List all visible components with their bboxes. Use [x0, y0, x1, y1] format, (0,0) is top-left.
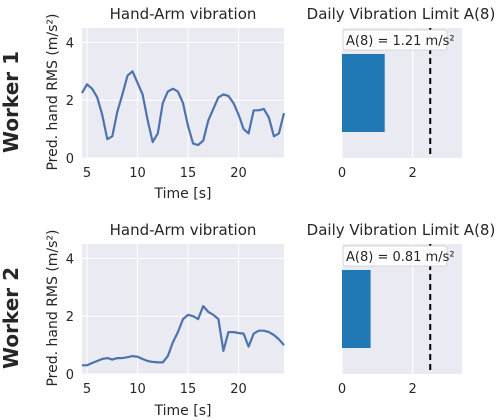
line-chart-title-1: Hand-Arm vibration: [110, 5, 257, 23]
annotation-box-1: [342, 29, 448, 51]
y-tick-label: 2: [66, 94, 74, 109]
series-line-1: [81, 70, 286, 147]
y-axis-label-2: Pred. hand RMS (m/s²): [45, 229, 61, 386]
annotation-text-2: A(8) = 0.81 m/s²: [346, 250, 455, 265]
y-tick-label: 4: [66, 252, 74, 267]
x-axis-label-1: Time [s]: [154, 186, 212, 202]
y-tick-label: 2: [66, 310, 74, 325]
line-chart-worker-2: 5 10 15 20 0 2 4: [66, 244, 285, 397]
bar-value-1: [342, 54, 385, 132]
x-tick-label: 15: [180, 166, 197, 181]
y-tick-label: 0: [66, 368, 74, 383]
x-tick-label: 20: [230, 382, 247, 397]
bar-value-2: [342, 270, 371, 348]
bar-x-tick-label: 0: [338, 382, 346, 397]
bar-chart-worker-1: 0 2 A(8) = 1.21 m/s²: [338, 28, 462, 181]
row-label-worker-1: Worker 1: [0, 51, 23, 153]
bar-chart-worker-2: 0 2 A(8) = 0.81 m/s²: [338, 244, 462, 397]
bar-x-tick-label: 2: [408, 166, 416, 181]
line-chart-title-2: Hand-Arm vibration: [110, 221, 257, 239]
annotation-box-2: [342, 245, 448, 267]
plot-area-1: [82, 28, 284, 158]
x-tick-label: 10: [129, 382, 146, 397]
x-tick-label: 5: [83, 382, 91, 397]
y-tick-label: 0: [66, 152, 74, 167]
x-tick-label: 15: [180, 382, 197, 397]
bar-x-tick-label: 0: [338, 166, 346, 181]
line-chart-worker-1: 5 10 15 20 0 2 4: [66, 28, 286, 181]
row-label-worker-2: Worker 2: [0, 267, 23, 369]
bar-chart-title-1: Daily Vibration Limit A(8): [307, 5, 496, 23]
x-axis-label-2: Time [s]: [154, 403, 212, 419]
y-tick-label: 4: [66, 36, 74, 51]
y-axis-label-1: Pred. hand RMS (m/s²): [45, 13, 61, 170]
series-line-2: [82, 305, 285, 367]
x-tick-label: 20: [230, 166, 247, 181]
annotation-text-1: A(8) = 1.21 m/s²: [346, 34, 455, 49]
bar-x-tick-label: 2: [408, 382, 416, 397]
plot-area-2: [82, 244, 284, 374]
bar-chart-title-2: Daily Vibration Limit A(8): [307, 221, 496, 239]
x-tick-label: 10: [129, 166, 146, 181]
x-tick-label: 5: [83, 166, 91, 181]
